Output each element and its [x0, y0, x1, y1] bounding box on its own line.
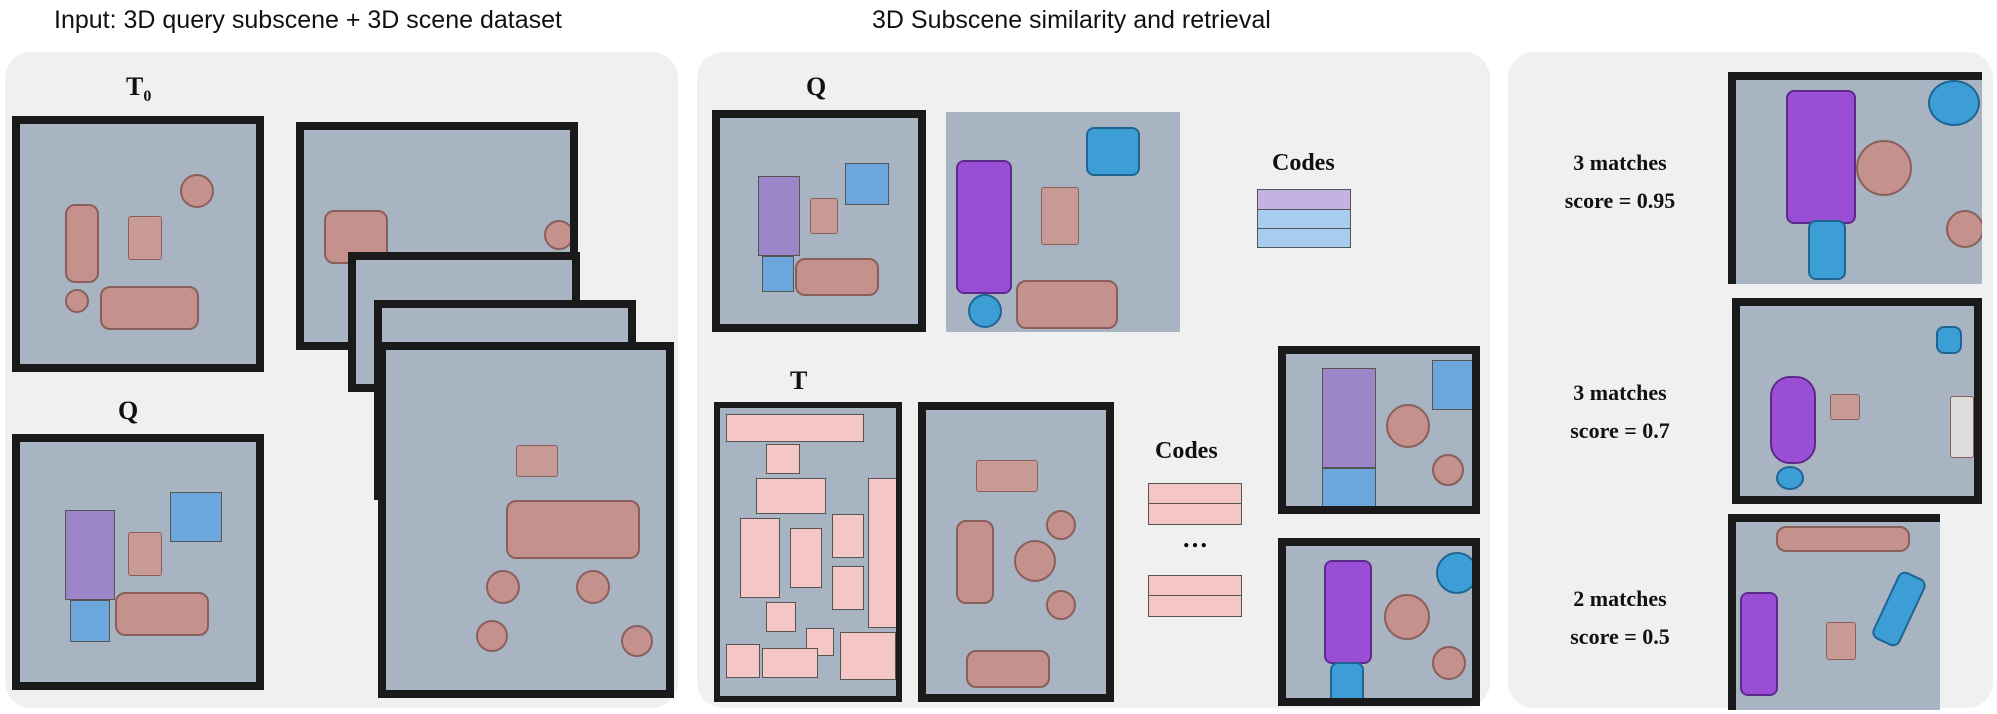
- q-left-blue-box-2: [170, 492, 222, 542]
- query-code-stack: [1257, 188, 1351, 248]
- q-middle-object-view: [946, 112, 1180, 332]
- result-3-text: 2 matches score = 0.5: [1520, 580, 1720, 656]
- q-middle-blue-box-2: [845, 163, 889, 205]
- result-2-scene: [1732, 298, 1982, 504]
- result-3-score: score = 0.5: [1570, 624, 1670, 649]
- q-left-blue-box: [70, 600, 110, 642]
- result-3-scene: [1728, 514, 1940, 710]
- retrieved-object-scene: [1278, 538, 1480, 706]
- input-heading: Input: 3D query subscene + 3D scene data…: [54, 6, 562, 34]
- result-2-matches: 3 matches: [1573, 380, 1667, 405]
- retrieved-boxes-scene: [1278, 346, 1480, 514]
- codes-ellipsis: …: [1182, 524, 1208, 553]
- result-1-scene: [1728, 72, 1982, 284]
- codes-bottom-label: Codes: [1155, 438, 1218, 464]
- q-left-label: Q: [118, 396, 139, 425]
- result-1-score: score = 0.95: [1564, 188, 1676, 213]
- codes-top-label: Codes: [1272, 150, 1335, 176]
- result-1-matches: 3 matches: [1573, 150, 1667, 175]
- result-3-matches: 2 matches: [1573, 586, 1667, 611]
- target-code-stack-2: [1148, 574, 1242, 617]
- target-code-stack-1: [1148, 482, 1242, 525]
- similarity-heading: 3D Subscene similarity and retrieval: [872, 6, 1271, 34]
- t-middle-label: T: [790, 366, 808, 395]
- q-middle-label: Q: [806, 72, 827, 101]
- t-boxes-scene: [714, 402, 902, 702]
- t0-label: T0: [126, 72, 152, 106]
- dataset-scene-4: [378, 342, 674, 698]
- result-2-text: 3 matches score = 0.7: [1520, 374, 1720, 450]
- q-middle-purple-box: [758, 176, 800, 256]
- q-middle-scene: [712, 110, 926, 332]
- q-middle-blue-box: [762, 256, 794, 292]
- t0-scene: [12, 116, 264, 372]
- q-left-scene: [12, 434, 264, 690]
- result-1-text: 3 matches score = 0.95: [1520, 144, 1720, 220]
- t-scene: [918, 402, 1114, 702]
- q-left-purple-box: [65, 510, 115, 600]
- result-2-score: score = 0.7: [1570, 418, 1670, 443]
